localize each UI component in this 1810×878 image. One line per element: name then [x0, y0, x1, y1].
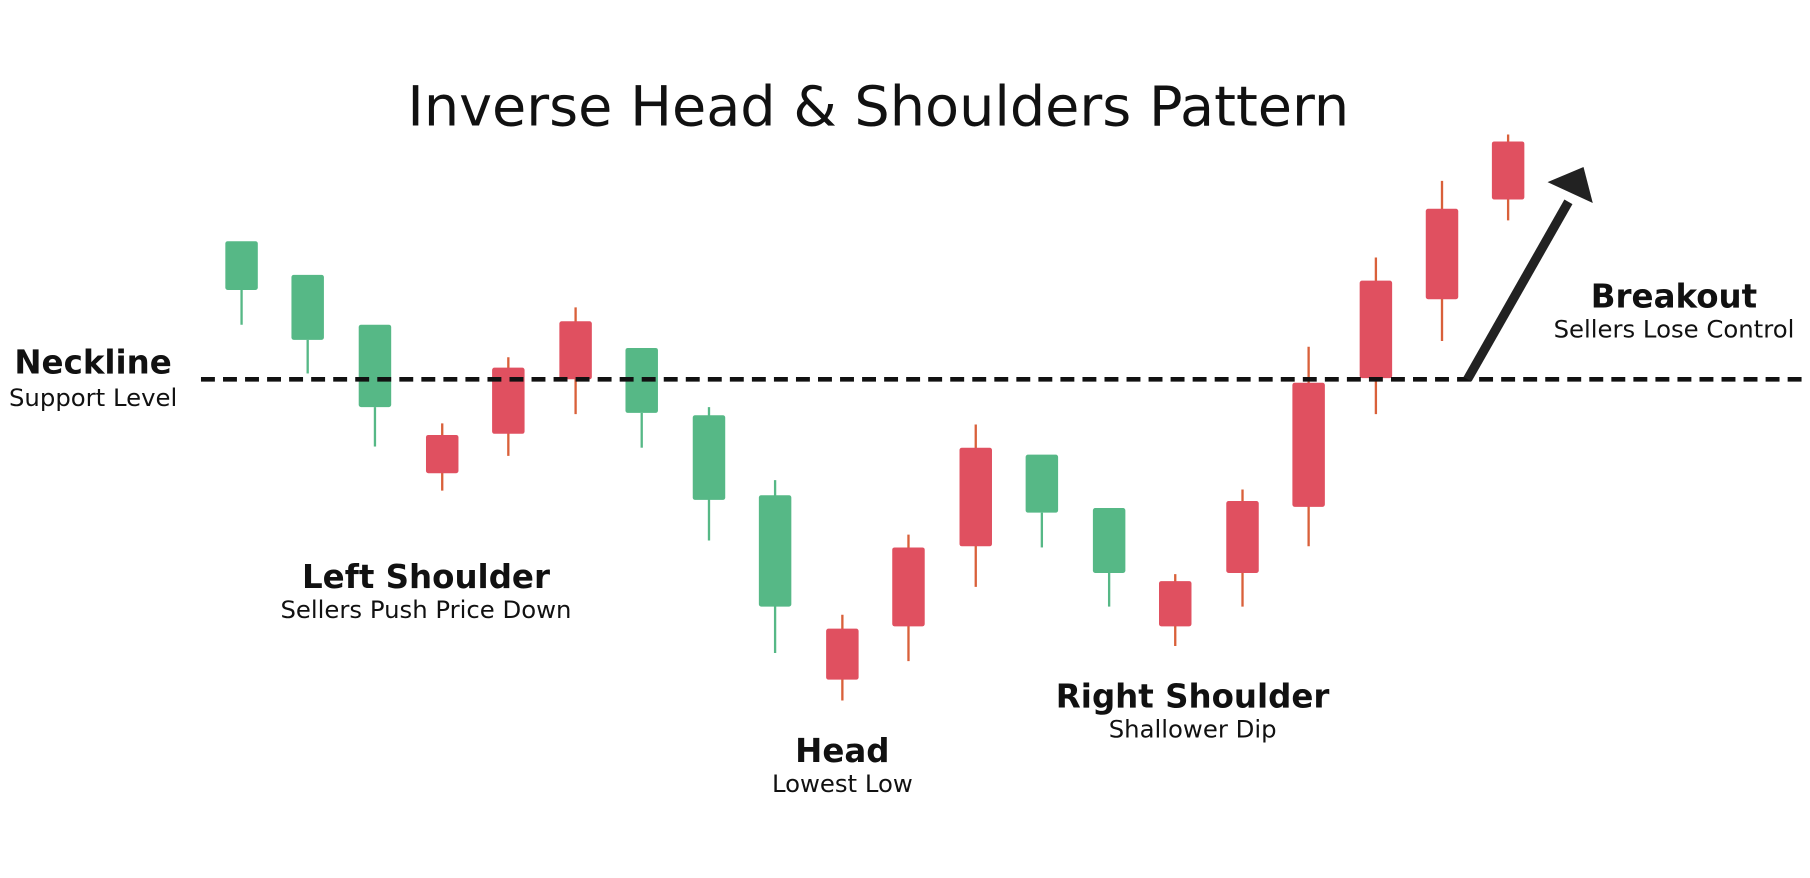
candle — [959, 424, 992, 587]
candle — [1491, 134, 1525, 221]
label-note: Support Level — [9, 383, 177, 412]
candle — [425, 423, 459, 491]
candle — [1092, 508, 1126, 607]
candle — [1425, 180, 1459, 341]
breakout-arrow — [1463, 199, 1573, 382]
candle — [826, 614, 859, 701]
title: Inverse Head & Shoulders Pattern — [407, 74, 1349, 139]
candles — [225, 134, 1525, 701]
candle — [625, 347, 658, 448]
label-note: Sellers Push Price Down — [280, 595, 571, 624]
label-name: Neckline — [14, 343, 171, 381]
candle — [758, 480, 792, 653]
candle — [559, 307, 592, 415]
label-name: Left Shoulder — [302, 558, 550, 596]
candle — [692, 407, 726, 541]
label-name: Right Shoulder — [1056, 678, 1330, 716]
label-name: Breakout — [1591, 277, 1757, 315]
candle — [892, 534, 925, 662]
arrow-head — [1547, 167, 1593, 203]
candle — [291, 274, 324, 374]
label-note: Sellers Lose Control — [1554, 315, 1795, 344]
candle — [358, 324, 392, 447]
candle — [1159, 574, 1192, 647]
label-note: Shallower Dip — [1109, 715, 1277, 744]
label-note: Lowest Low — [772, 769, 913, 798]
candle — [225, 241, 258, 325]
candle — [1226, 489, 1259, 607]
candle — [1025, 454, 1059, 548]
candle — [492, 357, 525, 456]
label-name: Head — [795, 732, 889, 770]
candle — [1359, 257, 1393, 415]
candle — [1292, 346, 1325, 547]
